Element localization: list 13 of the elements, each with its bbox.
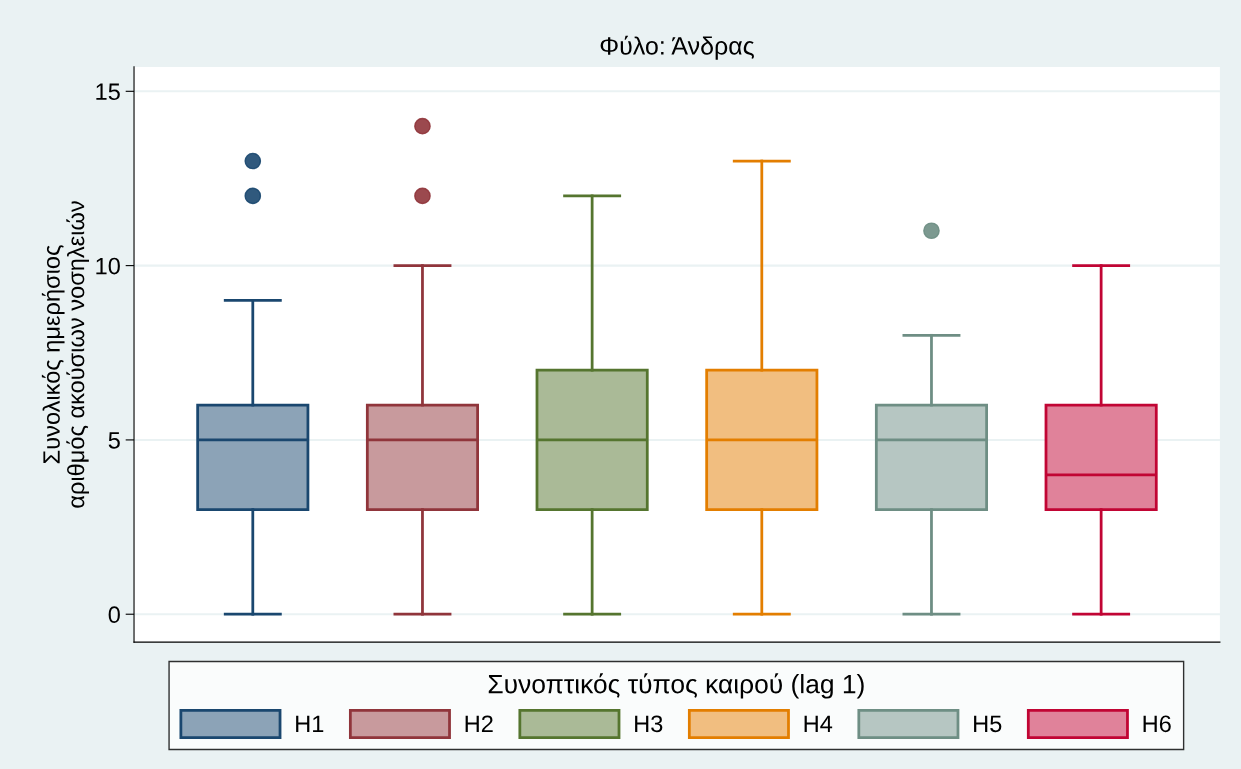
y-tick-label: 5 <box>108 432 120 449</box>
y-tick-label: 0 <box>108 606 120 624</box>
legend-label: H1 <box>296 715 324 732</box>
y-tick-label: 10 <box>96 257 120 275</box>
legend-label: H3 <box>635 715 663 733</box>
legend-title: Συνοπτικός τύπος καιρού (lag 1) <box>488 673 864 699</box>
legend-label: H6 <box>1143 715 1171 733</box>
legend-label: H4 <box>804 715 833 732</box>
y-axis-title: Συνολικός ημερήσιος αριθμός ακούσιων νοσηλειών <box>41 201 90 508</box>
chart-title: Φύλο: Άνδρας <box>600 35 754 60</box>
legend-label: H2 <box>465 715 493 732</box>
y-tick-label: 15 <box>96 83 120 101</box>
legend-label: H5 <box>974 715 1002 733</box>
